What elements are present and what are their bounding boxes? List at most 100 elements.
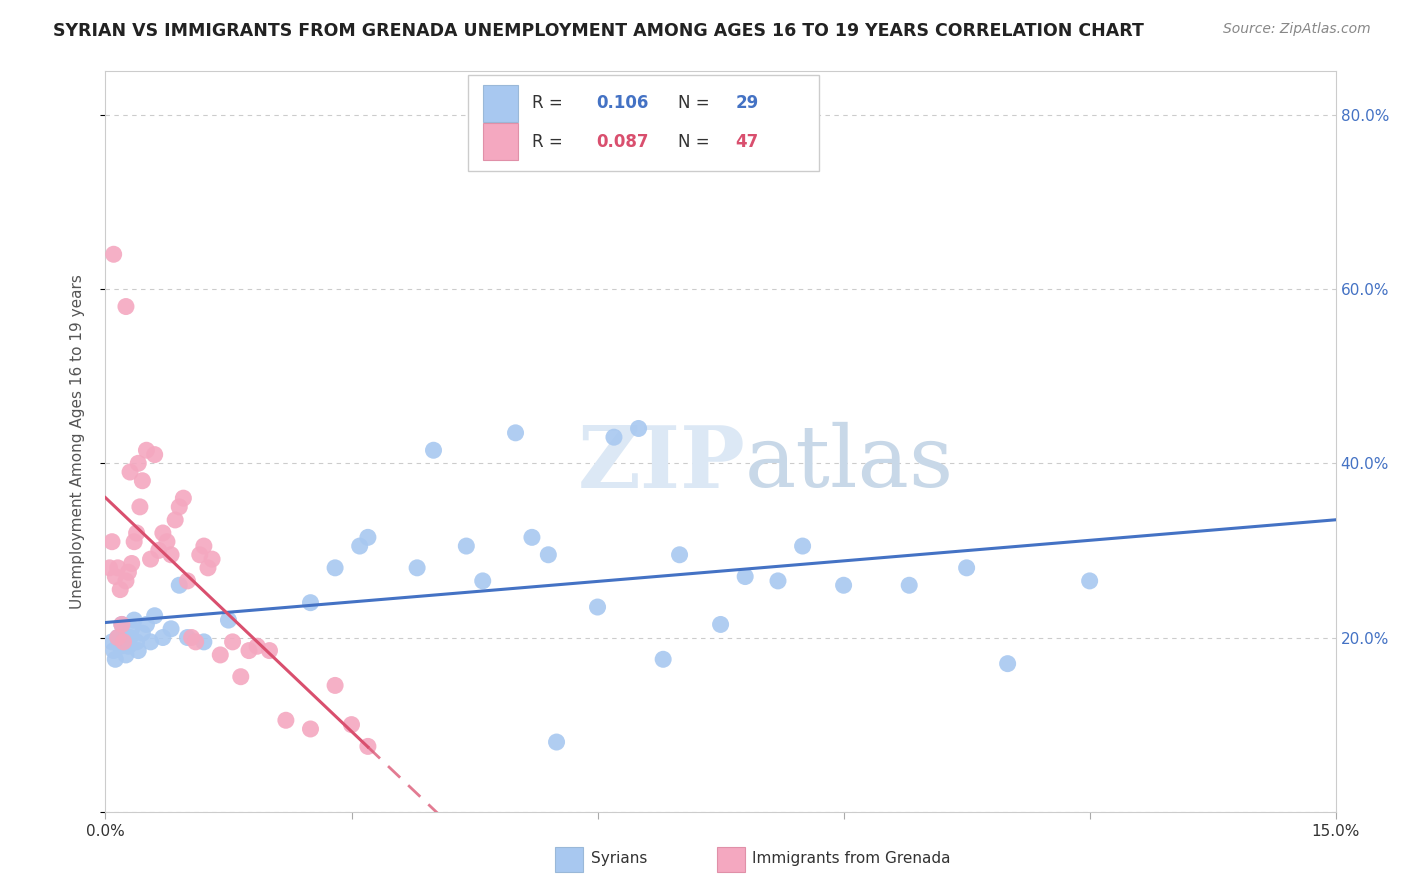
Point <box>898 578 921 592</box>
Point <box>188 548 211 562</box>
Point <box>111 617 134 632</box>
Point <box>238 643 260 657</box>
Point <box>357 739 380 754</box>
Point <box>101 635 124 649</box>
Point <box>357 530 380 544</box>
Bar <box>484 123 517 161</box>
Point <box>586 600 609 615</box>
Point <box>112 635 135 649</box>
Point <box>117 565 139 579</box>
Point <box>127 643 149 657</box>
Point <box>349 539 371 553</box>
Point <box>997 657 1019 671</box>
Point <box>456 539 478 553</box>
Text: R =: R = <box>533 133 568 151</box>
Point <box>201 552 224 566</box>
Point <box>115 300 138 314</box>
Point <box>103 247 125 261</box>
Point <box>193 539 215 553</box>
Point <box>340 717 363 731</box>
Text: N =: N = <box>678 133 714 151</box>
Point <box>104 569 127 583</box>
Text: Source: ZipAtlas.com: Source: ZipAtlas.com <box>1223 22 1371 37</box>
Point <box>103 643 125 657</box>
Point <box>172 491 194 505</box>
Point <box>209 648 232 662</box>
Point <box>197 561 219 575</box>
Point <box>259 643 281 657</box>
Point <box>505 425 527 440</box>
Point <box>603 430 626 444</box>
Point <box>107 631 129 645</box>
Text: 47: 47 <box>735 133 759 151</box>
Point <box>110 639 132 653</box>
Point <box>131 474 153 488</box>
Point <box>184 635 207 649</box>
Point <box>520 530 543 544</box>
Point <box>135 443 157 458</box>
Point <box>143 448 166 462</box>
Point <box>115 648 138 662</box>
Text: 0.087: 0.087 <box>596 133 648 151</box>
Bar <box>484 85 517 121</box>
Point <box>956 561 979 575</box>
Text: Immigrants from Grenada: Immigrants from Grenada <box>752 851 950 865</box>
FancyBboxPatch shape <box>468 75 818 171</box>
Point <box>156 534 179 549</box>
Point <box>122 534 145 549</box>
Point <box>131 626 153 640</box>
Point <box>537 548 560 562</box>
Point <box>160 622 183 636</box>
Point <box>152 631 174 645</box>
Point <box>125 526 148 541</box>
Point <box>176 631 198 645</box>
Point <box>274 713 297 727</box>
Point <box>169 500 191 514</box>
Point <box>406 561 429 575</box>
Point <box>546 735 568 749</box>
Point <box>122 613 145 627</box>
Point <box>229 670 252 684</box>
Point <box>218 613 240 627</box>
Point <box>148 543 170 558</box>
Text: Syrians: Syrians <box>591 851 647 865</box>
Text: atlas: atlas <box>745 422 955 506</box>
Point <box>117 639 139 653</box>
Point <box>139 635 162 649</box>
Point <box>139 552 162 566</box>
Text: 0.106: 0.106 <box>596 95 648 112</box>
Point <box>121 557 143 571</box>
Point <box>176 574 198 588</box>
Point <box>127 456 149 470</box>
Point <box>471 574 494 588</box>
Text: ZIP: ZIP <box>578 422 745 506</box>
Point <box>299 722 322 736</box>
Point <box>120 631 141 645</box>
Text: 29: 29 <box>735 95 759 112</box>
Point <box>323 678 346 692</box>
Point <box>323 561 346 575</box>
Point <box>98 561 121 575</box>
Text: R =: R = <box>533 95 568 112</box>
Point <box>101 534 124 549</box>
Point <box>112 631 135 645</box>
Y-axis label: Unemployment Among Ages 16 to 19 years: Unemployment Among Ages 16 to 19 years <box>70 274 84 609</box>
Point <box>110 582 132 597</box>
Point <box>422 443 444 458</box>
Point <box>246 639 269 653</box>
Text: N =: N = <box>678 95 714 112</box>
Point <box>792 539 814 553</box>
Point <box>1078 574 1101 588</box>
Point <box>152 526 174 541</box>
Point <box>111 617 134 632</box>
Point <box>221 635 243 649</box>
Point <box>180 631 202 645</box>
Point <box>710 617 733 632</box>
Point <box>104 652 127 666</box>
Point <box>668 548 690 562</box>
Point <box>125 635 148 649</box>
Point <box>832 578 855 592</box>
Point <box>121 622 143 636</box>
Point <box>652 652 675 666</box>
Point <box>120 465 141 479</box>
